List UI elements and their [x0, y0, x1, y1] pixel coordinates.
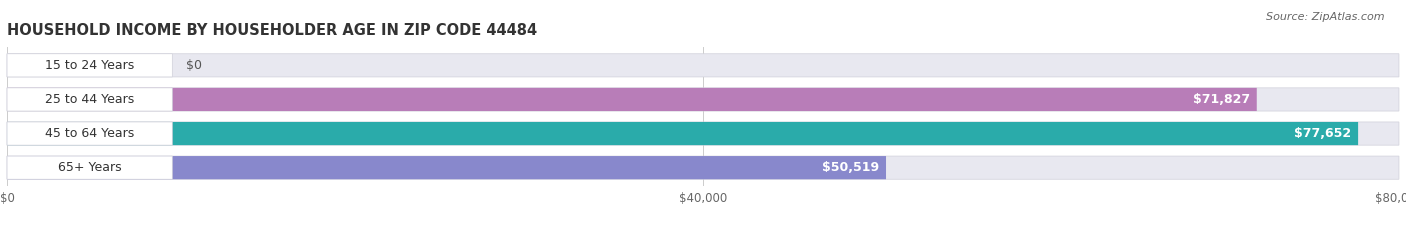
FancyBboxPatch shape — [7, 156, 1399, 179]
FancyBboxPatch shape — [7, 54, 173, 77]
FancyBboxPatch shape — [7, 122, 173, 145]
Text: Source: ZipAtlas.com: Source: ZipAtlas.com — [1267, 12, 1385, 22]
FancyBboxPatch shape — [7, 156, 173, 179]
Text: 65+ Years: 65+ Years — [58, 161, 121, 174]
FancyBboxPatch shape — [7, 88, 1257, 111]
FancyBboxPatch shape — [7, 156, 886, 179]
Text: 25 to 44 Years: 25 to 44 Years — [45, 93, 135, 106]
Text: $50,519: $50,519 — [823, 161, 879, 174]
FancyBboxPatch shape — [7, 88, 1399, 111]
Text: $71,827: $71,827 — [1192, 93, 1250, 106]
FancyBboxPatch shape — [7, 122, 1358, 145]
Text: HOUSEHOLD INCOME BY HOUSEHOLDER AGE IN ZIP CODE 44484: HOUSEHOLD INCOME BY HOUSEHOLDER AGE IN Z… — [7, 24, 537, 38]
Text: $77,652: $77,652 — [1294, 127, 1351, 140]
Text: 15 to 24 Years: 15 to 24 Years — [45, 59, 135, 72]
Text: 45 to 64 Years: 45 to 64 Years — [45, 127, 135, 140]
FancyBboxPatch shape — [7, 88, 173, 111]
FancyBboxPatch shape — [7, 122, 1399, 145]
FancyBboxPatch shape — [7, 54, 1399, 77]
Text: $0: $0 — [186, 59, 202, 72]
